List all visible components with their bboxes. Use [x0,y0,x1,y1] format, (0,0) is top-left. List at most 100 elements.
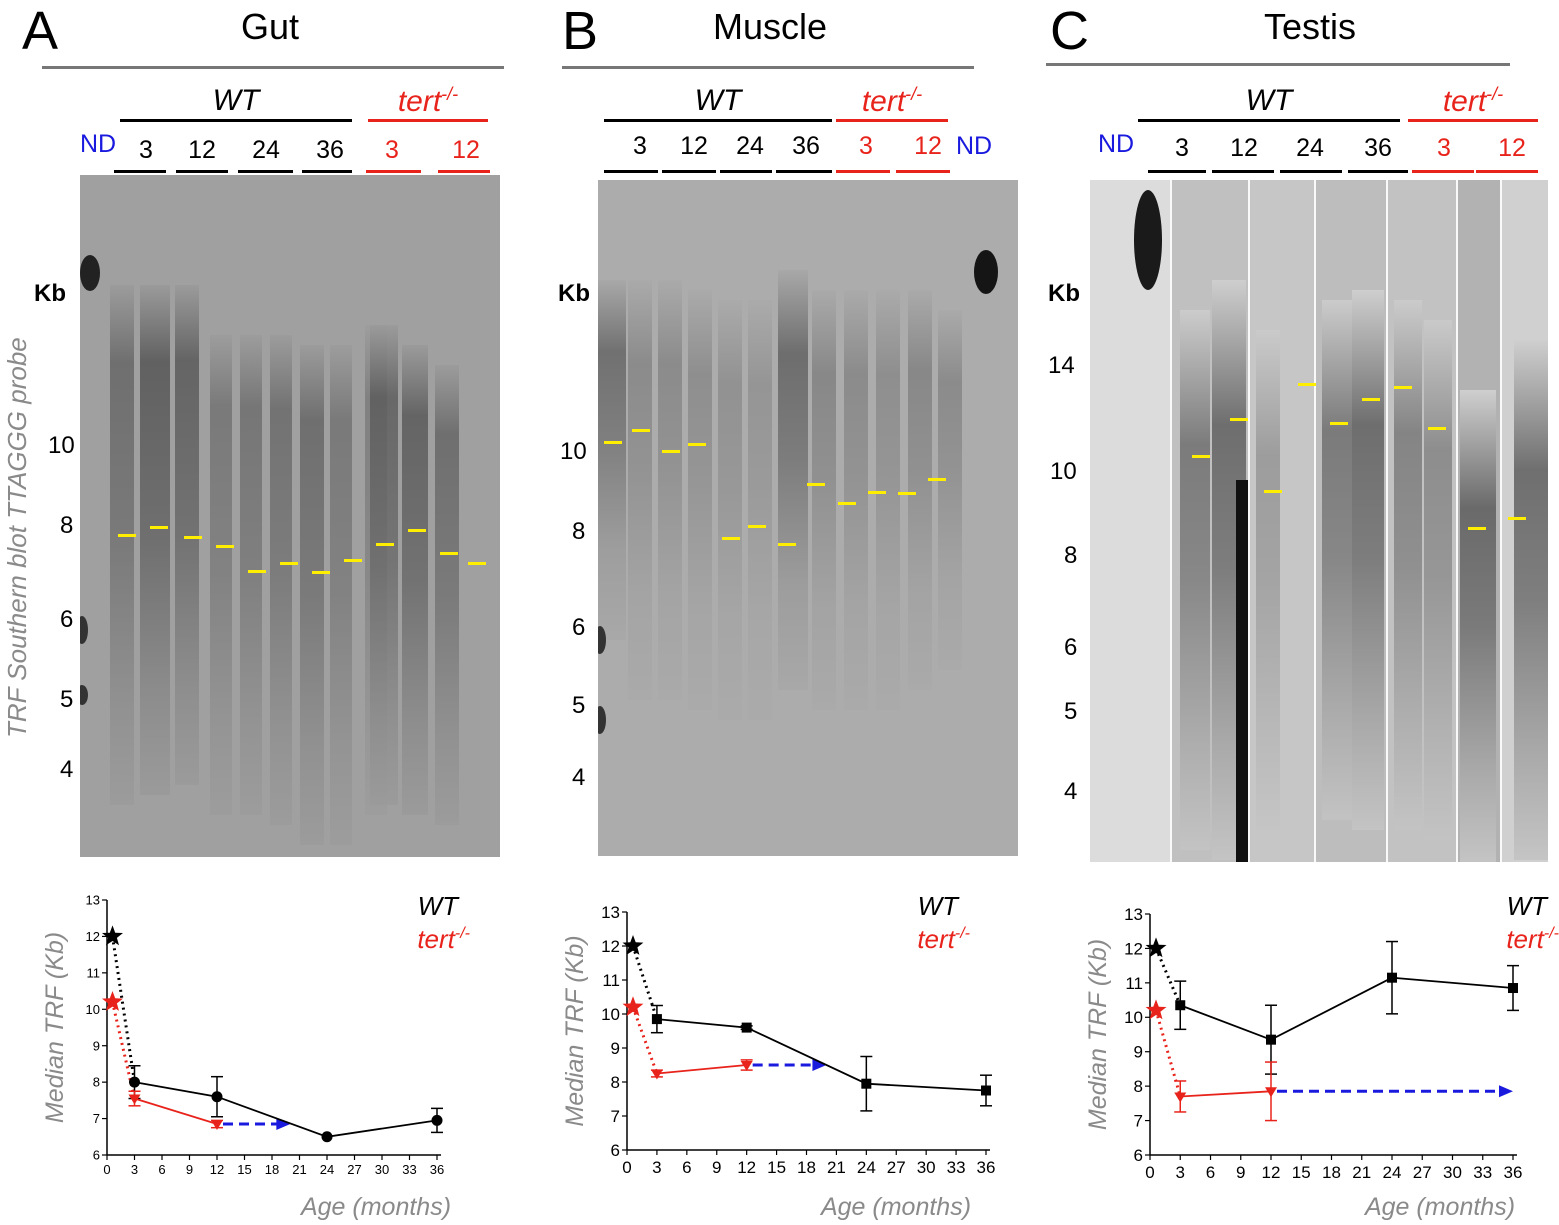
data-point [129,1076,140,1088]
nd-connector [111,936,136,1083]
nd-connector [111,1001,136,1099]
data-point [741,1022,752,1033]
nd-lane-label: ND [80,130,117,158]
lane-bar [662,170,716,173]
wt-group-bar [604,119,832,122]
nd-connector [631,945,659,1020]
panel-title: Gut [240,6,300,47]
lane-label: 3 [859,132,873,160]
x-tick-label: 6 [682,1158,691,1177]
x-tick-label: 33 [402,1162,416,1177]
lane-bar [1476,170,1538,173]
x-axis-title: Age (months) [299,1193,451,1221]
lane-label: 24 [1296,134,1324,162]
series-line [134,1081,438,1138]
x-tick-label: 3 [131,1162,138,1177]
y-tick-label: 7 [1134,1112,1143,1131]
y-tick-label: 12 [601,937,620,956]
kb-tick: 6 [1064,634,1078,661]
lane-bar [776,170,832,173]
title-underline [42,66,504,69]
x-tick-label: 15 [767,1158,786,1177]
kb-tick: 10 [1050,458,1077,485]
nd-star-marker [622,996,644,1017]
southern-blot-muscle [598,180,1018,856]
y-tick-label: 8 [1134,1077,1143,1096]
x-tick-label: 18 [1322,1163,1341,1182]
kb-tick: 8 [572,518,586,545]
x-tick-label: 27 [887,1158,906,1177]
kb-tick: 4 [1064,778,1078,805]
y-tick-label: 10 [86,1002,100,1017]
kb-tick: 14 [1048,352,1075,379]
lane-label: 12 [188,136,216,164]
lane-bar [176,170,228,173]
lane-bar [604,170,658,173]
nd-connector [1154,1009,1182,1097]
x-tick-label: 24 [320,1162,334,1177]
lane-bar [836,170,890,173]
lane-label: 12 [452,136,480,164]
legend-tert: tert-/- [917,924,970,954]
x-tick-label: 30 [375,1162,389,1177]
kb-header: Kb [1048,280,1080,307]
tert-group-label: tert-/- [397,84,459,118]
panel-letter: A [22,1,59,61]
y-tick-label: 11 [87,965,101,980]
y-axis-title: Median TRF (Kb) [41,932,69,1123]
x-tick-label: 12 [1262,1163,1281,1182]
x-tick-label: 9 [1236,1163,1245,1182]
x-tick-label: 36 [1504,1163,1523,1182]
panel-letter: C [1050,1,1089,61]
data-point [1174,1092,1187,1103]
series-line [1180,1090,1272,1098]
kb-tick: 4 [572,764,586,791]
y-tick-label: 6 [1134,1146,1143,1165]
lane-label: 3 [139,136,153,164]
nd-star-marker [102,925,123,946]
legend-tert: tert-/- [417,924,470,954]
data-point [651,1014,662,1025]
x-tick-label: 0 [1145,1163,1154,1182]
series-line [656,1018,987,1092]
kb-tick: 5 [60,686,74,713]
x-tick-label: 6 [1206,1163,1215,1182]
x-tick-label: 27 [347,1162,361,1177]
lane-bar [720,170,772,173]
legend-wt: WT [918,891,961,921]
x-tick-label: 36 [430,1162,444,1177]
lane-bar [302,170,352,173]
x-tick-label: 36 [977,1158,996,1177]
lane-label: 3 [1437,134,1451,162]
x-tick-label: 21 [292,1162,306,1177]
lane-label: 12 [914,132,942,160]
lane-bar [1348,170,1408,173]
x-tick-label: 24 [1383,1163,1402,1182]
nd-lane-label: ND [956,132,993,160]
kb-header: Kb [34,280,66,307]
lane-bar [896,170,950,173]
arrow-head [276,1118,291,1131]
data-point [861,1078,872,1089]
y-tick-label: 13 [601,903,620,922]
data-point [431,1114,443,1126]
wt-group-label: WT [1245,84,1293,117]
x-tick-label: 18 [265,1162,279,1177]
lane-bar [238,170,293,173]
x-tick-label: 3 [1176,1163,1185,1182]
x-axis-title: Age (months) [819,1193,971,1221]
data-point [1508,983,1518,994]
kb-tick: 6 [60,606,74,633]
y-tick-label: 7 [93,1111,100,1126]
panel-c: C Testis WT tert-/- ND 3 12 24 36 3 12 K… [1040,0,1559,1225]
lane-bar [366,170,421,173]
x-tick-label: 18 [797,1158,816,1177]
blot-y-label: TRF Southern blot TTAGGG probe [2,337,32,738]
x-tick-label: 33 [947,1158,966,1177]
lane-bar [438,170,490,173]
y-tick-label: 7 [611,1107,620,1126]
lane-bar [114,170,166,173]
kb-tick: 5 [1064,698,1078,725]
y-tick-label: 9 [1134,1043,1143,1062]
legend-tert: tert-/- [1506,924,1559,954]
